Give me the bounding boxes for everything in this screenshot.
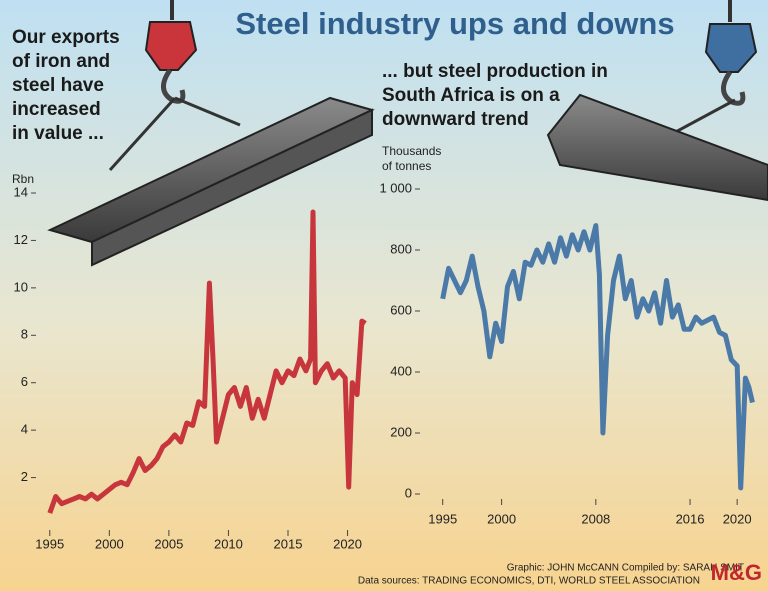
annotation: steel have (12, 75, 104, 96)
annotation: ... but steel production in (382, 61, 608, 82)
x-tick-label: 2020 (723, 511, 752, 526)
annotation: South Africa is on a (382, 85, 560, 106)
x-tick-label: 2000 (95, 536, 124, 551)
y-tick-label: 2 (21, 469, 28, 484)
page-title: Steel industry ups and downs (235, 6, 674, 41)
y-tick-label: 10 (14, 279, 28, 294)
y-tick-label: 800 (390, 241, 412, 256)
x-tick-label: 1995 (35, 536, 64, 551)
data-sources: Data sources: TRADING ECONOMICS, DTI, WO… (358, 576, 700, 587)
x-tick-label: 1995 (428, 511, 457, 526)
x-tick-label: 2015 (274, 536, 303, 551)
y-tick-label: 200 (390, 424, 412, 439)
annotation: Our exports (12, 27, 120, 48)
x-tick-label: 2008 (581, 511, 610, 526)
y-tick-label: 14 (14, 184, 28, 199)
annotation: in value ... (12, 123, 104, 144)
x-tick-label: 2020 (333, 536, 362, 551)
annotation: downward trend (382, 109, 529, 130)
credit: Graphic: JOHN McCANN Compiled by: SARAH … (507, 563, 744, 574)
x-tick-label: 2016 (676, 511, 705, 526)
data-line (47, 209, 367, 514)
x-tick-label: 2005 (154, 536, 183, 551)
y-axis-label: of tonnes (382, 159, 431, 173)
data-line (440, 223, 755, 491)
y-tick-label: 1 000 (379, 180, 412, 195)
y-tick-label: 400 (390, 363, 412, 378)
y-axis-label: Rbn (12, 172, 34, 186)
beam-right (546, 0, 768, 202)
x-tick-label: 2010 (214, 536, 243, 551)
y-tick-label: 0 (405, 485, 412, 500)
y-tick-label: 600 (390, 302, 412, 317)
y-tick-label: 12 (14, 232, 28, 247)
y-tick-label: 8 (21, 327, 28, 342)
y-tick-label: 6 (21, 374, 28, 389)
y-axis-label: Thousands (382, 144, 441, 158)
annotation: of iron and (12, 51, 110, 72)
beam-left (47, 0, 375, 267)
annotation: increased (12, 99, 101, 120)
y-tick-label: 4 (21, 422, 28, 437)
logo: M&G (711, 560, 762, 585)
x-tick-label: 2000 (487, 511, 516, 526)
